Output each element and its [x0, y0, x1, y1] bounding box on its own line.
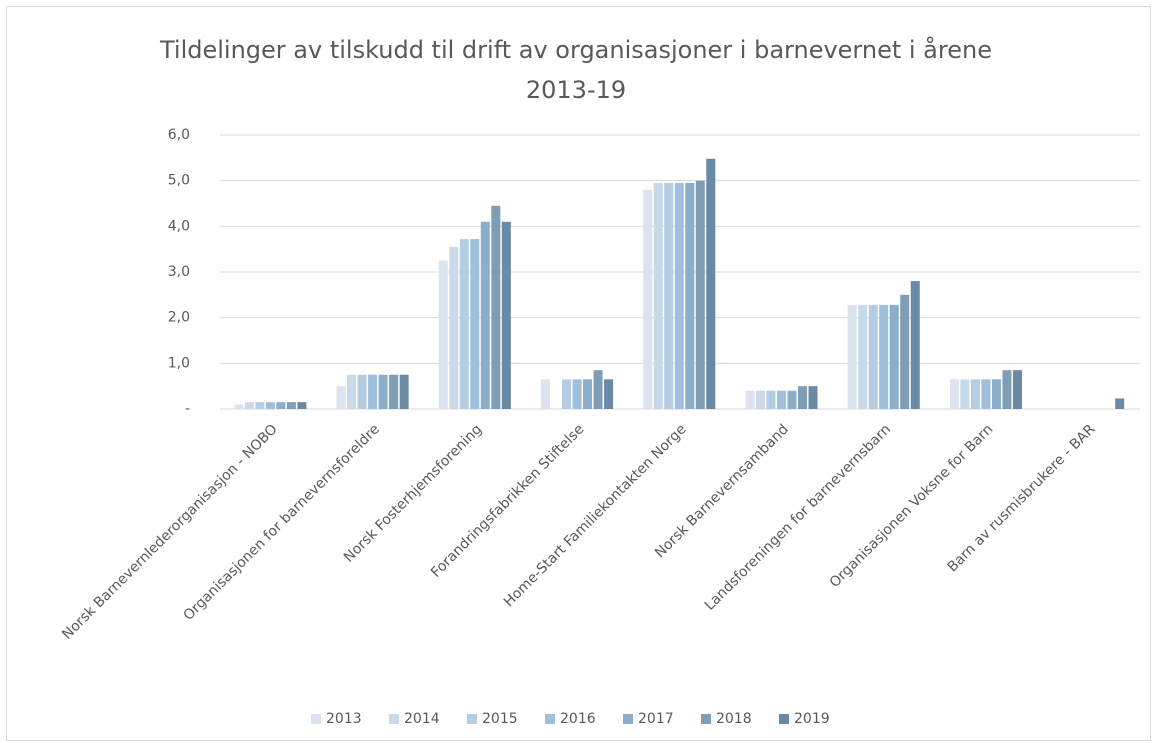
- bar: [357, 374, 367, 409]
- bar: [949, 379, 959, 409]
- bar: [501, 221, 511, 409]
- bar: [787, 390, 797, 409]
- legend-swatch: [701, 714, 711, 724]
- bar: [593, 370, 603, 409]
- chart-border: [6, 6, 1151, 741]
- legend-label: 2019: [794, 711, 830, 727]
- y-tick-label: 4,0: [168, 218, 190, 234]
- bar: [572, 379, 582, 409]
- bar: [685, 182, 695, 409]
- bar: [583, 379, 593, 409]
- bar: [562, 379, 572, 409]
- bar: [766, 390, 776, 409]
- bar: [776, 390, 786, 409]
- bar: [368, 374, 378, 409]
- bar: [459, 239, 469, 409]
- bar: [664, 182, 674, 409]
- bar: [755, 390, 765, 409]
- bar: [540, 379, 550, 409]
- legend-label: 2016: [560, 711, 596, 727]
- bar: [378, 374, 388, 409]
- bar: [1115, 398, 1125, 409]
- bar: [265, 402, 275, 409]
- bar: [255, 402, 265, 409]
- legend-label: 2017: [638, 711, 674, 727]
- bar: [643, 189, 653, 409]
- bar: [438, 260, 448, 409]
- legend-label: 2014: [404, 711, 440, 727]
- bar: [480, 221, 490, 409]
- y-tick-label: -: [185, 401, 190, 417]
- bar: [297, 402, 307, 409]
- bar: [491, 205, 501, 409]
- legend-label: 2018: [716, 711, 752, 727]
- bar: [889, 304, 899, 409]
- y-tick-label: 3,0: [168, 264, 190, 280]
- bar: [234, 404, 244, 409]
- bar: [879, 304, 889, 409]
- bar: [910, 281, 920, 409]
- legend-swatch: [623, 714, 633, 724]
- x-tick-label: Norsk Barnevernlederorganisasjon - NOBO: [59, 421, 280, 642]
- x-tick-label: Landsforeningen for barnevernsbarn: [702, 421, 894, 613]
- bar: [847, 304, 857, 409]
- chart-title: Tildelinger av tilskudd til drift av org…: [160, 36, 992, 104]
- bar: [470, 239, 480, 409]
- bar: [674, 182, 684, 409]
- bar: [347, 374, 357, 409]
- bar: [1002, 370, 1012, 409]
- bar: [286, 402, 296, 409]
- bar: [960, 379, 970, 409]
- bar: [900, 294, 910, 409]
- x-tick-label: Organisasjonen for barnevernsforeldre: [181, 421, 383, 623]
- bar: [604, 379, 614, 409]
- bar: [695, 180, 705, 409]
- bar: [449, 246, 459, 409]
- bar: [858, 304, 868, 409]
- legend-swatch: [467, 714, 477, 724]
- y-tick-label: 2,0: [168, 310, 190, 326]
- bar: [653, 182, 663, 409]
- bar: [868, 304, 878, 409]
- bar: [991, 379, 1001, 409]
- bar: [745, 390, 755, 409]
- y-tick-label: 5,0: [168, 173, 190, 189]
- bar: [244, 402, 254, 409]
- x-tick-label: Home-Start Familiekontakten Norge: [501, 421, 690, 610]
- y-tick-label: 1,0: [168, 355, 190, 371]
- x-tick-label: Organisasjonen Voksne for Barn: [827, 421, 997, 591]
- bar: [276, 402, 286, 409]
- bar: [797, 386, 808, 409]
- bar: [970, 379, 980, 409]
- bar: [706, 158, 716, 409]
- bar: [336, 386, 346, 409]
- bar: [981, 379, 991, 409]
- y-tick-label: 6,0: [168, 127, 190, 143]
- legend-swatch: [545, 714, 555, 724]
- legend-label: 2015: [482, 711, 518, 727]
- legend-swatch: [779, 714, 789, 724]
- bar: [1012, 370, 1022, 409]
- legend-swatch: [389, 714, 399, 724]
- bar: [808, 386, 818, 409]
- legend-swatch: [311, 714, 321, 724]
- legend-label: 2013: [326, 711, 362, 727]
- bar: [389, 374, 399, 409]
- bar: [399, 374, 409, 409]
